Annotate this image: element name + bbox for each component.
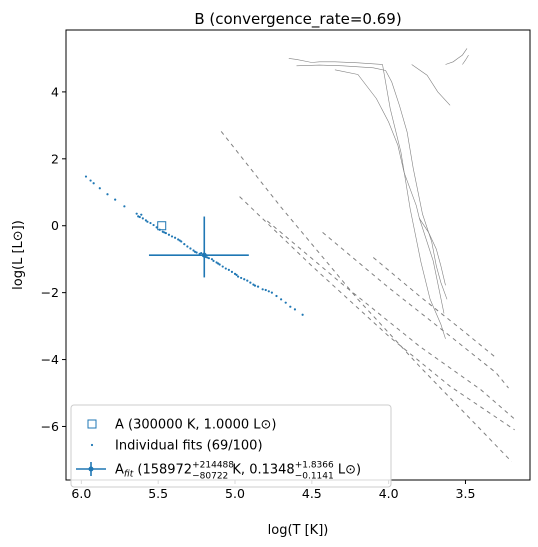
evolution-track bbox=[296, 64, 448, 300]
individual-fit-point bbox=[253, 284, 257, 287]
individual-fit-point bbox=[183, 243, 186, 246]
legend-dot-marker bbox=[90, 443, 94, 447]
legend: A (300000 K, 1.0000 L⊙) Individual fits (… bbox=[70, 404, 392, 488]
chart-title: B (convergence_rate=0.69) bbox=[194, 10, 401, 29]
individual-fit-point bbox=[236, 275, 240, 278]
legend-label: A (300000 K, 1.0000 L⊙) bbox=[115, 418, 276, 433]
individual-fit-point bbox=[193, 250, 197, 253]
individual-fit-point bbox=[144, 219, 147, 222]
dashed-isoradius-lines bbox=[220, 131, 515, 462]
individual-fit-point bbox=[167, 233, 171, 236]
evolution-track bbox=[334, 69, 445, 314]
individual-fit-point bbox=[267, 290, 270, 293]
individual-fit-point bbox=[135, 212, 138, 215]
individual-fit-point bbox=[140, 213, 143, 216]
true-point-marker bbox=[157, 221, 167, 231]
individual-fit-point bbox=[92, 182, 95, 185]
evolutionary-tracks bbox=[288, 48, 469, 339]
y-axis-ticks: 4 2 0 −2 −4 −6 bbox=[41, 84, 66, 434]
x-tick-label: 6.0 bbox=[71, 486, 91, 501]
individual-fit-point bbox=[243, 278, 246, 281]
individual-fit-point bbox=[146, 220, 149, 223]
individual-fit-point bbox=[217, 262, 220, 265]
evolution-track bbox=[445, 48, 468, 65]
individual-fit-point bbox=[249, 281, 252, 284]
y-tick-label: −6 bbox=[41, 419, 59, 434]
individual-fit-point bbox=[279, 298, 283, 301]
evolution-track bbox=[462, 54, 469, 65]
individual-fit-point bbox=[293, 308, 297, 311]
individual-fit-point bbox=[246, 279, 249, 282]
individual-fit-point bbox=[210, 258, 214, 261]
y-tick-label: −4 bbox=[41, 352, 59, 367]
individual-fit-point bbox=[170, 235, 174, 238]
individual-fit-point bbox=[275, 294, 278, 298]
individual-fit-point bbox=[212, 259, 215, 262]
individual-fit-point bbox=[178, 239, 181, 242]
individual-fit-point bbox=[256, 285, 260, 288]
y-tick-label: 0 bbox=[51, 218, 59, 233]
individual-fit-point bbox=[152, 223, 155, 227]
individual-fit-point bbox=[189, 247, 192, 250]
x-tick-label: 4.0 bbox=[379, 486, 399, 501]
fit-point bbox=[201, 252, 207, 258]
x-axis-ticks: 6.0 5.5 5.0 4.5 4.0 3.5 bbox=[71, 480, 475, 501]
individual-fit-point bbox=[98, 187, 101, 190]
individual-fit-point bbox=[114, 198, 117, 201]
individual-fit-point bbox=[284, 301, 287, 304]
individual-fit-point bbox=[186, 245, 189, 248]
x-axis-label: log(T [K]) bbox=[268, 523, 329, 538]
legend-errorbar-point bbox=[88, 466, 94, 472]
individual-fit-point bbox=[270, 291, 273, 294]
individual-fit-point bbox=[206, 256, 209, 259]
individual-fit-point bbox=[221, 265, 224, 268]
individual-fit-point bbox=[173, 236, 177, 239]
y-axis-label: log(L [L⊙]) bbox=[11, 220, 26, 290]
legend-label: Afit (158972+214488 −80722 K, 0.1348+1.83… bbox=[115, 461, 361, 482]
dashed-radius-line bbox=[266, 220, 515, 420]
individual-fit-point bbox=[149, 221, 152, 225]
individual-fit-point bbox=[301, 313, 304, 316]
x-tick-label: 3.5 bbox=[456, 486, 476, 501]
individual-fit-point bbox=[261, 288, 264, 291]
individual-fit-point bbox=[155, 226, 158, 229]
y-tick-label: 4 bbox=[51, 84, 59, 99]
dashed-radius-line bbox=[220, 131, 512, 462]
evolution-track bbox=[419, 218, 446, 286]
individual-fit-point bbox=[84, 175, 88, 178]
individual-fit-point bbox=[264, 288, 267, 292]
x-tick-label: 5.5 bbox=[148, 486, 168, 501]
individual-fit-point bbox=[163, 231, 166, 234]
x-tick-label: 4.5 bbox=[302, 486, 322, 501]
individual-fit-point bbox=[240, 276, 243, 280]
evolution-track bbox=[288, 58, 446, 339]
evolution-track bbox=[411, 64, 451, 106]
individual-fit-point bbox=[141, 217, 144, 220]
individual-fit-point bbox=[224, 267, 227, 270]
fit-markers bbox=[148, 216, 249, 278]
individual-fit-point bbox=[89, 179, 92, 182]
dashed-radius-line bbox=[322, 232, 509, 389]
x-tick-label: 5.0 bbox=[225, 486, 245, 501]
y-tick-label: −2 bbox=[41, 285, 59, 300]
individual-fit-point bbox=[123, 205, 126, 208]
y-tick-label: 2 bbox=[51, 151, 59, 166]
individual-fits-points bbox=[84, 175, 304, 316]
legend-square-marker bbox=[87, 419, 97, 429]
individual-fit-point bbox=[200, 252, 203, 255]
individual-fit-point bbox=[227, 268, 230, 271]
legend-box bbox=[70, 404, 392, 488]
individual-fit-point bbox=[192, 249, 195, 252]
legend-label: Individual fits (69/100) bbox=[115, 439, 263, 454]
individual-fit-point bbox=[289, 305, 292, 308]
individual-fit-point bbox=[230, 270, 234, 273]
dashed-radius-line bbox=[372, 257, 497, 359]
individual-fit-point bbox=[138, 215, 141, 219]
individual-fit-point bbox=[235, 273, 238, 277]
individual-fit-point bbox=[106, 193, 109, 196]
dashed-radius-line bbox=[239, 196, 515, 431]
